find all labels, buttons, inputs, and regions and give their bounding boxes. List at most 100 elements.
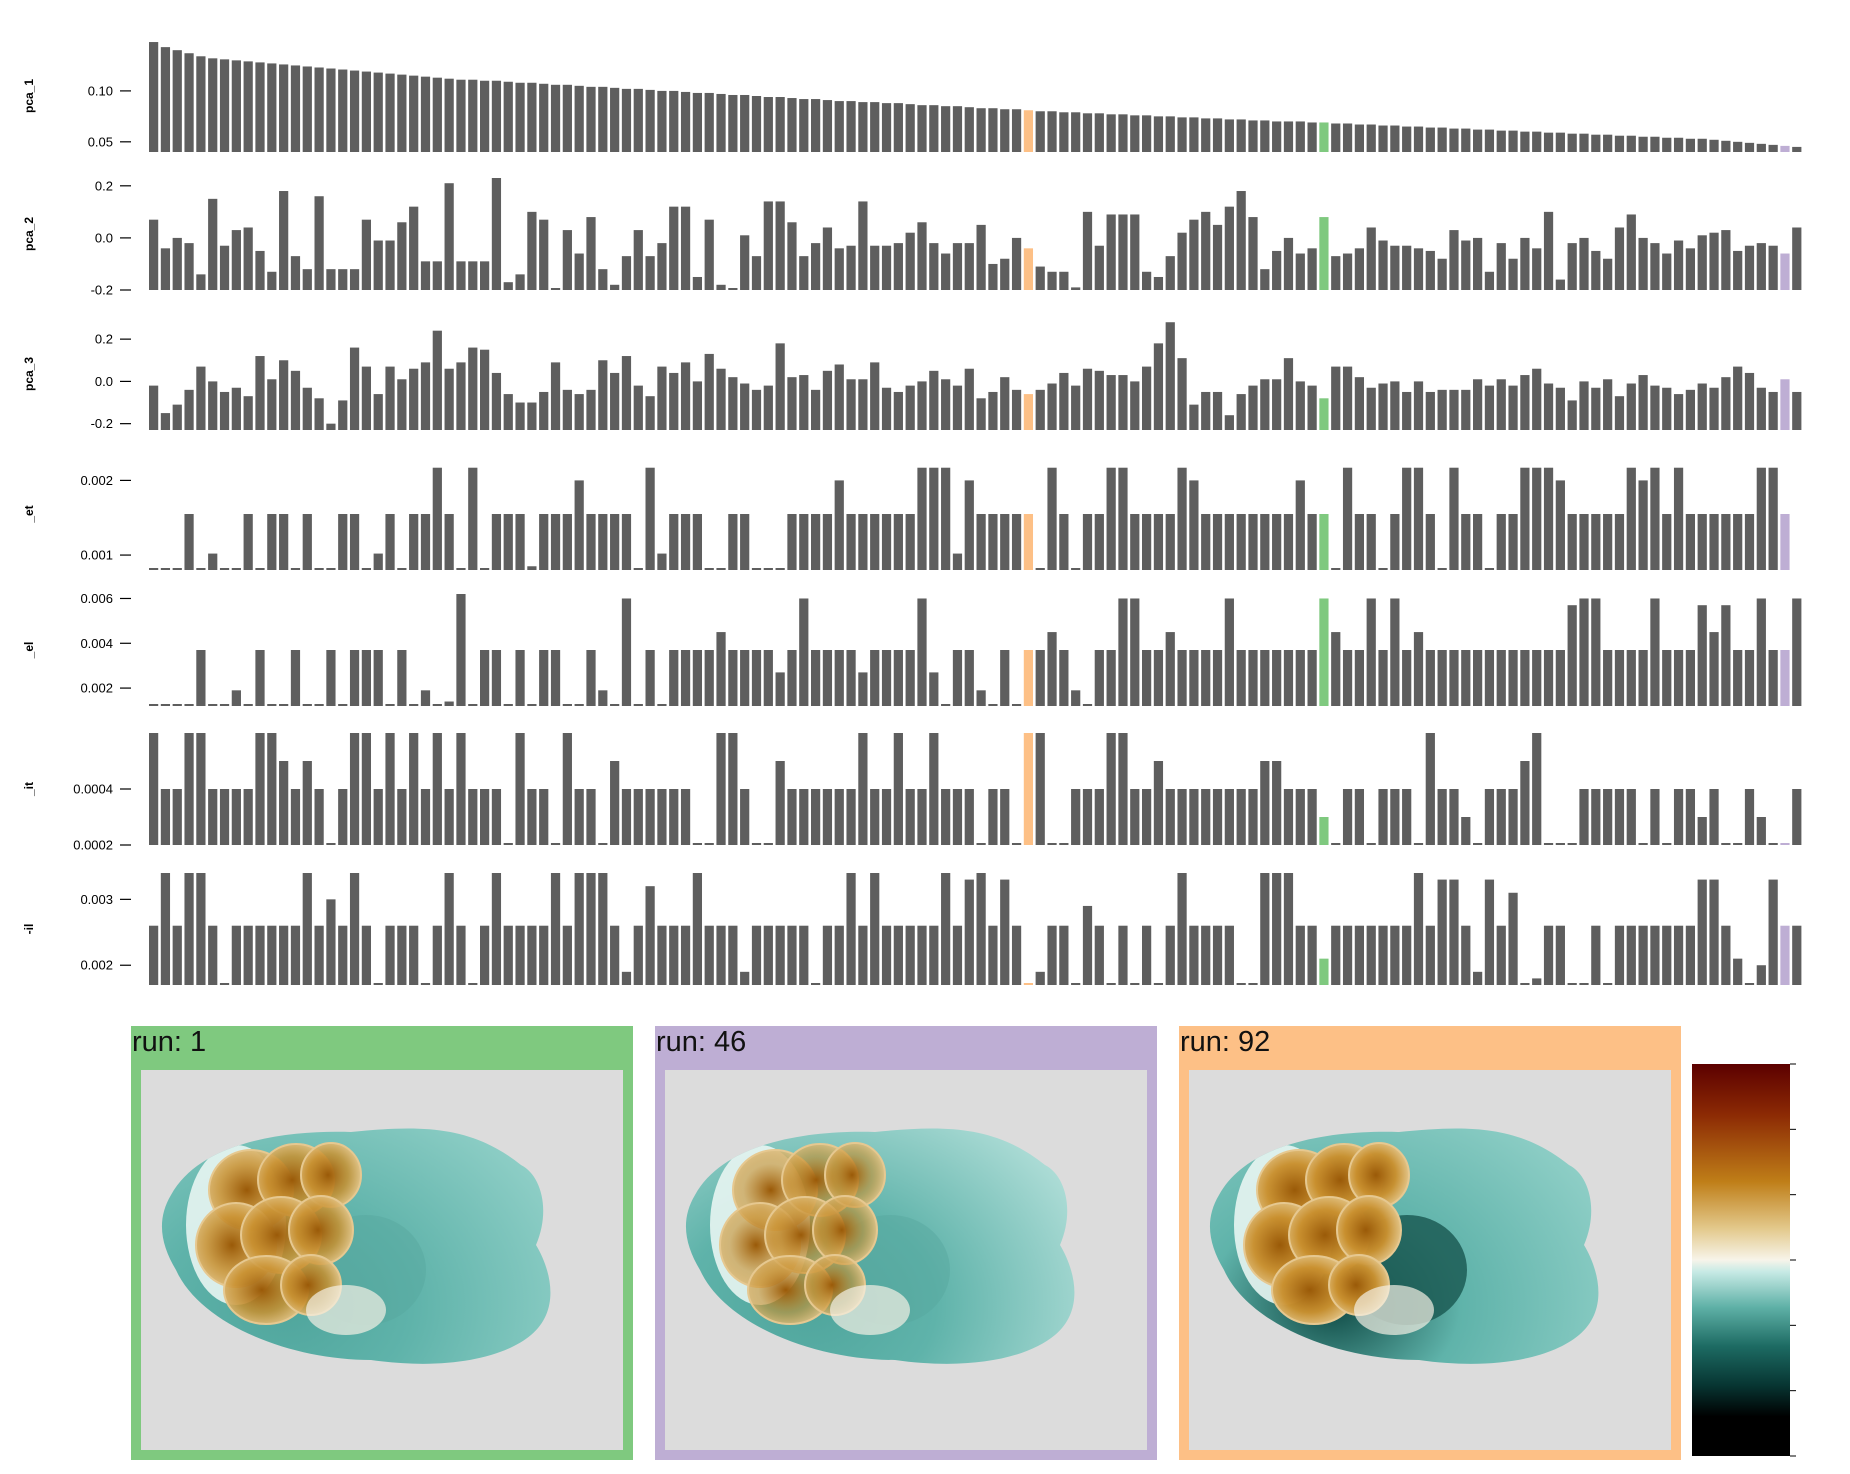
bar xyxy=(503,81,513,152)
bar xyxy=(669,90,679,152)
bar xyxy=(243,704,253,706)
bar xyxy=(870,789,880,845)
bar xyxy=(420,690,431,706)
bar xyxy=(314,398,324,430)
bar xyxy=(1473,379,1483,430)
bar xyxy=(1295,253,1305,290)
bar xyxy=(1342,789,1353,845)
bar xyxy=(988,704,998,706)
bar xyxy=(1567,400,1577,430)
bar xyxy=(172,789,182,845)
bar xyxy=(1342,366,1353,430)
bar xyxy=(149,385,159,430)
bar xyxy=(692,381,703,430)
y-tick-label: 0.002 xyxy=(80,681,113,696)
bar xyxy=(1780,650,1790,706)
bar xyxy=(1106,214,1116,290)
bar xyxy=(1342,467,1353,570)
bar xyxy=(1366,514,1376,570)
bar xyxy=(243,514,253,570)
bar xyxy=(1532,467,1542,570)
bar xyxy=(881,387,892,430)
bar xyxy=(610,704,620,706)
bar xyxy=(1555,279,1565,290)
bar xyxy=(657,704,667,706)
bar xyxy=(893,514,903,570)
bar xyxy=(1165,322,1175,430)
bar xyxy=(1473,237,1483,290)
bar xyxy=(1685,925,1696,985)
bar xyxy=(1650,243,1660,290)
bar xyxy=(1094,789,1104,845)
bar xyxy=(1059,271,1069,290)
bar xyxy=(302,66,312,152)
bar xyxy=(1721,377,1731,430)
bar xyxy=(976,843,986,845)
bar xyxy=(326,423,336,430)
bar xyxy=(1130,789,1140,845)
bar xyxy=(1756,243,1766,290)
y-tick-label: 0.001 xyxy=(80,548,113,563)
bar xyxy=(468,467,478,570)
bar xyxy=(704,92,714,152)
bar xyxy=(550,84,561,152)
bar xyxy=(1744,372,1755,430)
bar xyxy=(1236,119,1246,152)
bar xyxy=(1023,983,1034,985)
bar xyxy=(633,925,643,985)
bar xyxy=(1709,232,1719,290)
bar xyxy=(1260,379,1270,430)
bar xyxy=(811,650,821,706)
bar xyxy=(1035,111,1045,152)
bar xyxy=(1071,690,1081,706)
bar xyxy=(184,514,194,570)
colorbar xyxy=(1692,1064,1790,1456)
bar xyxy=(1484,385,1495,430)
bar xyxy=(1685,789,1696,845)
bar xyxy=(1283,121,1294,152)
bar xyxy=(1354,377,1365,430)
bar xyxy=(1201,391,1211,430)
bar xyxy=(1591,387,1601,430)
bar xyxy=(1733,514,1743,570)
bar xyxy=(1142,789,1152,845)
bar xyxy=(1201,925,1211,985)
y-tick-label: -0.2 xyxy=(91,283,113,298)
bar xyxy=(586,650,596,706)
bar xyxy=(1508,258,1518,290)
bar xyxy=(858,514,868,570)
bar xyxy=(1591,250,1601,290)
bar xyxy=(1118,925,1128,985)
bar xyxy=(917,467,927,570)
bar xyxy=(1331,925,1341,985)
bar xyxy=(1319,122,1329,152)
bar xyxy=(1555,480,1565,570)
bar xyxy=(196,733,206,845)
bar xyxy=(1662,650,1672,706)
bar xyxy=(1638,480,1648,570)
bar xyxy=(574,85,584,152)
bar xyxy=(1697,235,1707,290)
bar xyxy=(669,925,679,985)
bar xyxy=(491,514,502,570)
bar xyxy=(208,553,218,570)
bar xyxy=(1082,368,1093,430)
bar xyxy=(432,261,442,290)
bar xyxy=(692,514,703,570)
bar xyxy=(1390,598,1400,706)
bar xyxy=(1709,514,1719,570)
bar xyxy=(1331,632,1341,706)
bar xyxy=(633,789,643,845)
bar xyxy=(1697,817,1707,845)
bar xyxy=(1461,240,1471,290)
bar xyxy=(1094,925,1104,985)
bar xyxy=(1118,733,1128,845)
bar xyxy=(290,650,301,706)
bar xyxy=(1071,789,1081,845)
bar xyxy=(1733,366,1743,430)
bar xyxy=(669,372,679,430)
bar xyxy=(1272,761,1282,845)
row-label: pca_3 xyxy=(22,357,36,391)
bar xyxy=(598,690,608,706)
bar xyxy=(243,789,253,845)
